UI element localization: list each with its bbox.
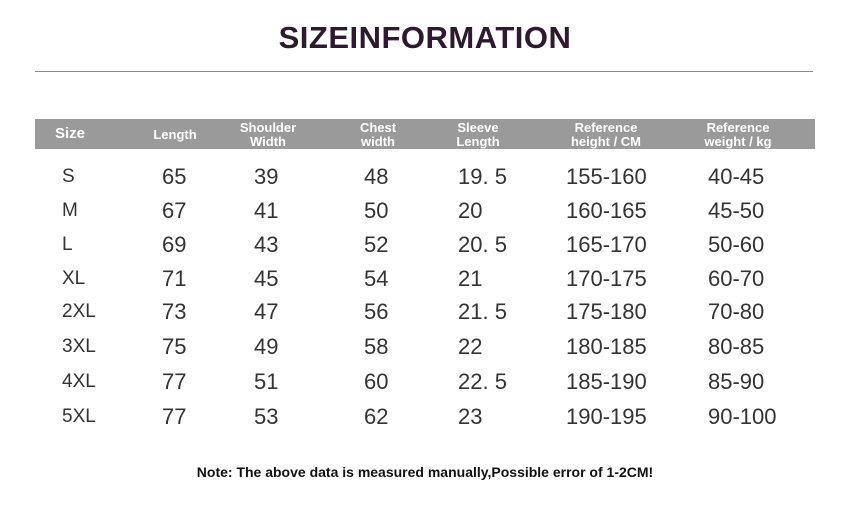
value-cell: 39 <box>254 164 279 189</box>
value-cell: 22. 5 <box>458 369 507 394</box>
value-cell: 73 <box>162 299 187 324</box>
value-cell: 49 <box>254 334 279 359</box>
column-header: Length <box>153 127 197 142</box>
size-cell: L <box>62 234 73 255</box>
value-cell: 48 <box>364 164 389 189</box>
value-cell: 160-165 <box>566 198 647 223</box>
size-cell: 3XL <box>62 336 96 357</box>
value-cell: 90-100 <box>708 404 777 429</box>
value-cell: 155-160 <box>566 164 647 189</box>
size-cell: M <box>62 200 78 221</box>
value-cell: 21. 5 <box>458 299 507 324</box>
value-cell: 69 <box>162 232 187 257</box>
value-cell: 43 <box>254 232 279 257</box>
column-header: width <box>361 134 395 149</box>
value-cell: 51 <box>254 369 279 394</box>
value-cell: 62 <box>364 404 389 429</box>
divider <box>35 71 813 72</box>
value-cell: 22 <box>458 334 483 359</box>
size-cell: 4XL <box>62 371 96 392</box>
value-cell: 50-60 <box>708 232 765 257</box>
value-cell: 165-170 <box>566 232 647 257</box>
size-cell: XL <box>62 268 86 289</box>
column-header: Width <box>250 134 286 149</box>
column-header: Size <box>55 125 86 142</box>
value-cell: 80-85 <box>708 334 765 359</box>
value-cell: 60 <box>364 369 389 394</box>
value-cell: 77 <box>162 404 187 429</box>
value-cell: 58 <box>364 334 389 359</box>
column-header: Reference <box>706 120 770 135</box>
value-cell: 45-50 <box>708 198 765 223</box>
value-cell: 56 <box>364 299 389 324</box>
column-header: height / CM <box>570 134 642 149</box>
value-cell: 60-70 <box>708 266 765 291</box>
value-cell: 190-195 <box>566 404 647 429</box>
value-cell: 21 <box>458 266 483 291</box>
size-cell: S <box>62 166 75 187</box>
value-cell: 71 <box>162 266 187 291</box>
column-header: Length <box>456 134 500 149</box>
value-cell: 185-190 <box>566 369 647 394</box>
note: Note: The above data is measured manuall… <box>196 464 654 480</box>
value-cell: 20. 5 <box>458 232 507 257</box>
value-cell: 67 <box>162 198 187 223</box>
value-cell: 19. 5 <box>458 164 507 189</box>
value-cell: 54 <box>364 266 389 291</box>
size-cell: 5XL <box>62 406 96 427</box>
column-header: Chest <box>359 120 397 135</box>
value-cell: 65 <box>162 164 187 189</box>
column-header: Sleeve <box>457 120 499 135</box>
value-cell: 180-185 <box>566 334 647 359</box>
value-cell: 20 <box>458 198 483 223</box>
value-cell: 45 <box>254 266 279 291</box>
column-header: Shoulder <box>239 120 297 135</box>
value-cell: 70-80 <box>708 299 765 324</box>
value-cell: 50 <box>364 198 389 223</box>
value-cell: 75 <box>162 334 187 359</box>
value-cell: 85-90 <box>708 369 765 394</box>
size-cell: 2XL <box>62 301 96 322</box>
value-cell: 52 <box>364 232 389 257</box>
value-cell: 40-45 <box>708 164 765 189</box>
value-cell: 77 <box>162 369 187 394</box>
header-bar <box>35 119 815 149</box>
value-cell: 47 <box>254 299 279 324</box>
title: SIZEINFORMATION <box>278 20 572 55</box>
value-cell: 170-175 <box>566 266 647 291</box>
value-cell: 23 <box>458 404 483 429</box>
column-header: Reference <box>574 120 638 135</box>
value-cell: 41 <box>254 198 279 223</box>
column-header: weight / kg <box>704 134 772 149</box>
value-cell: 175-180 <box>566 299 647 324</box>
value-cell: 53 <box>254 404 279 429</box>
